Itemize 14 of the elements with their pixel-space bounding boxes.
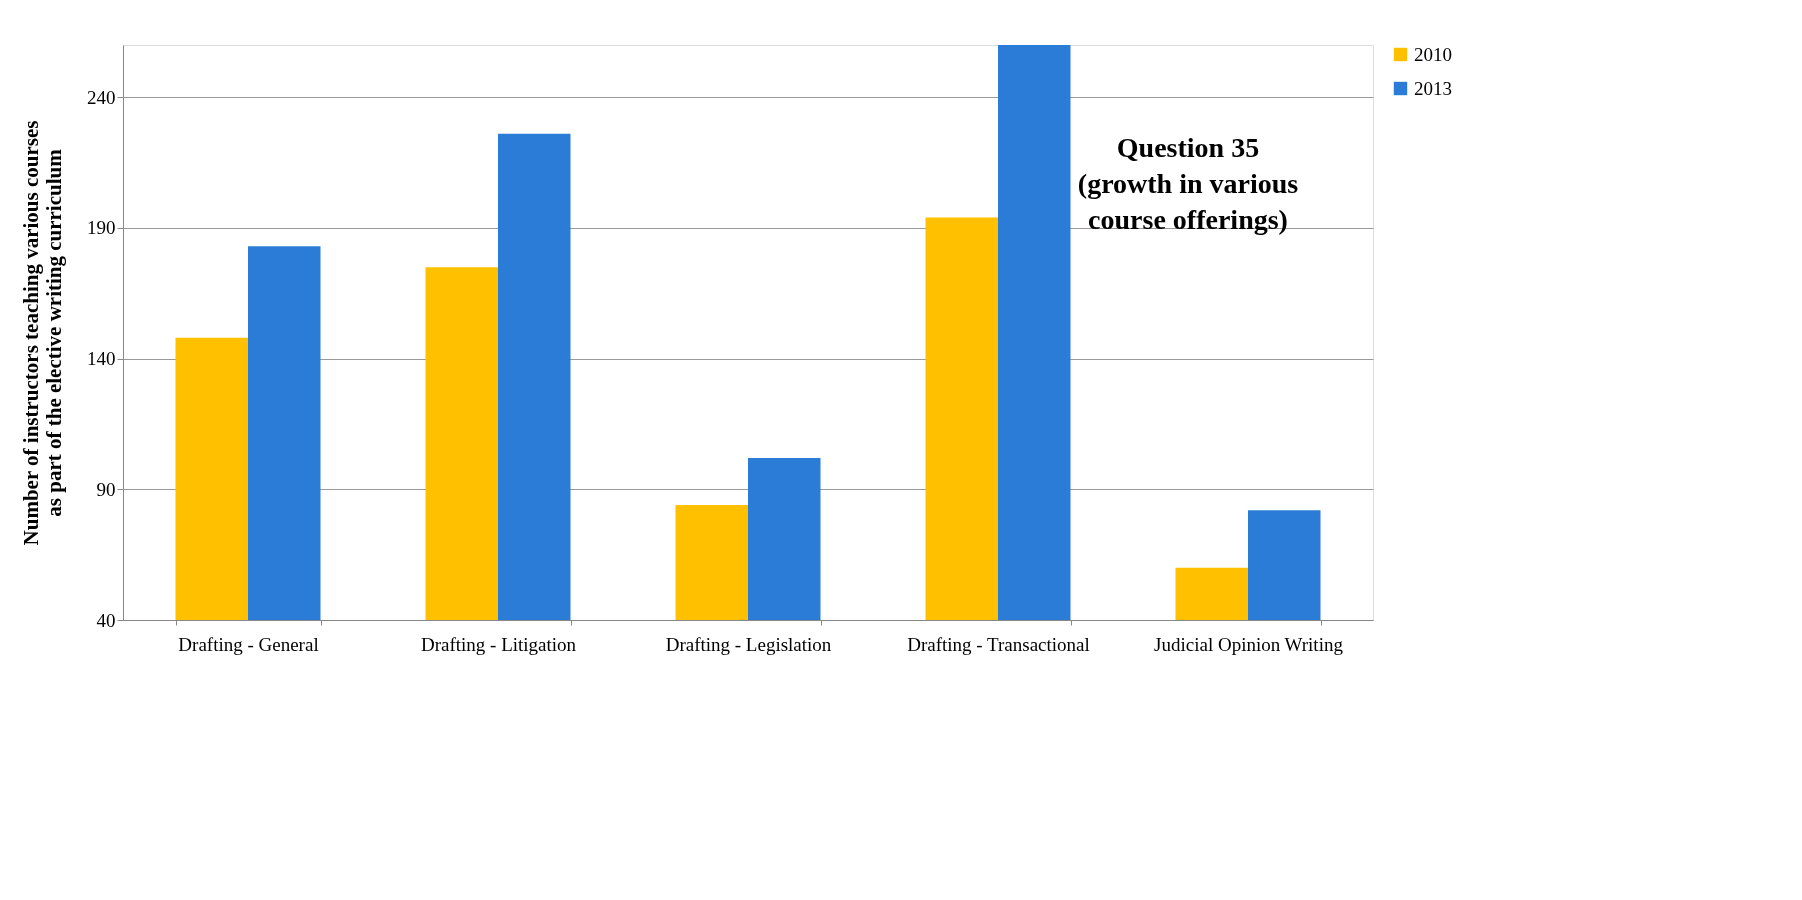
x-tick-label: Drafting - Transactional [907,633,1090,655]
y-tick-label: 240 [87,86,116,108]
x-tick-label: Drafting - Legislation [665,633,832,655]
x-tick-label: Judicial Opinion Writing [1154,633,1344,655]
text: Question 35 (growth in various course offerings) [1077,132,1299,235]
x-tick-label: Drafting - General [178,633,319,655]
x-tick-label: Drafting - Litigation [420,633,577,655]
y-tick-label: 90 [96,478,116,500]
y-tick-label: 40 [96,609,116,631]
y-tick-label: 140 [87,348,116,370]
legend-label: 2013 [1414,77,1452,99]
y-axis-title: Number of instructors teaching various courses as part of the elective writing curriculum [19,120,66,546]
legend-label: 2010 [1414,43,1452,65]
y-tick-label: 190 [87,217,116,239]
